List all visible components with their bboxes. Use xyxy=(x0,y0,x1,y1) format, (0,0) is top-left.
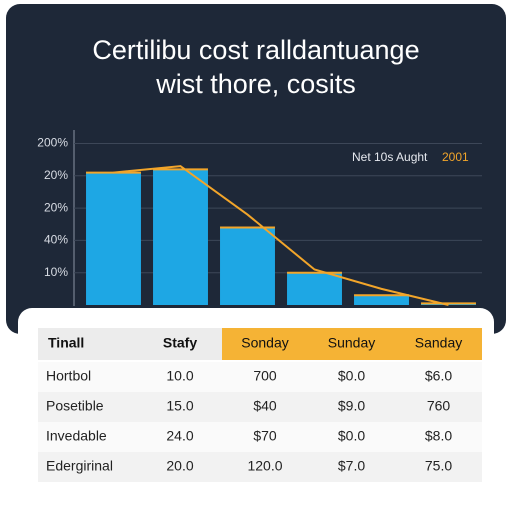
cell-text: Posetible xyxy=(46,398,104,414)
header-text: Tinall xyxy=(48,335,84,351)
header-text: Sanday xyxy=(415,335,462,351)
cell-text: $0.0 xyxy=(338,368,365,384)
cell-text: 700 xyxy=(253,368,277,384)
bar xyxy=(287,272,342,305)
cell-text: $0.0 xyxy=(338,428,365,444)
chart-title: Certilibu cost ralldantuange xyxy=(92,35,419,65)
header-cell xyxy=(222,328,308,360)
header-text: Sonday xyxy=(241,335,288,351)
y-tick-label: 40% xyxy=(44,233,68,247)
cell-text: Invedable xyxy=(46,428,107,444)
cell-text: 120.0 xyxy=(247,458,282,474)
cell-text: 20.0 xyxy=(166,458,193,474)
cell-text: $40 xyxy=(253,398,277,414)
legend-label: Net 10s Aught xyxy=(352,150,428,164)
cell-text: 10.0 xyxy=(166,368,193,384)
header-cell xyxy=(138,328,222,360)
row-bg xyxy=(38,392,482,422)
cell-text: 15.0 xyxy=(166,398,193,414)
cell-text: $7.0 xyxy=(338,458,365,474)
row-bg xyxy=(38,362,482,392)
cell-text: 24.0 xyxy=(166,428,193,444)
chart-subtitle: wist thore, cosits xyxy=(155,69,356,99)
bar xyxy=(220,227,275,305)
cell-text: Edergirinal xyxy=(46,458,113,474)
header-text: Stafy xyxy=(163,335,197,351)
bar xyxy=(153,169,208,305)
header-cell xyxy=(395,328,482,360)
cell-text: Hortbol xyxy=(46,368,91,384)
line xyxy=(113,165,449,306)
row-bg xyxy=(38,422,482,452)
cell-text: $6.0 xyxy=(425,368,452,384)
y-tick-label: 20% xyxy=(44,168,68,182)
header-cell xyxy=(38,328,138,360)
y-tick-label: 200% xyxy=(37,136,68,150)
row-bg xyxy=(38,452,482,482)
cell-text: $70 xyxy=(253,428,277,444)
header-cell xyxy=(308,328,395,360)
cell-text: 760 xyxy=(427,398,451,414)
cell-text: $9.0 xyxy=(338,398,365,414)
bar xyxy=(86,172,141,305)
bar xyxy=(354,295,409,305)
legend-label: 2001 xyxy=(442,150,469,164)
cell-text: $8.0 xyxy=(425,428,452,444)
y-tick-label: 20% xyxy=(44,200,68,214)
cell-text: 75.0 xyxy=(425,458,452,474)
y-tick-label: 10% xyxy=(44,265,68,279)
header-text: Sunday xyxy=(328,335,375,351)
